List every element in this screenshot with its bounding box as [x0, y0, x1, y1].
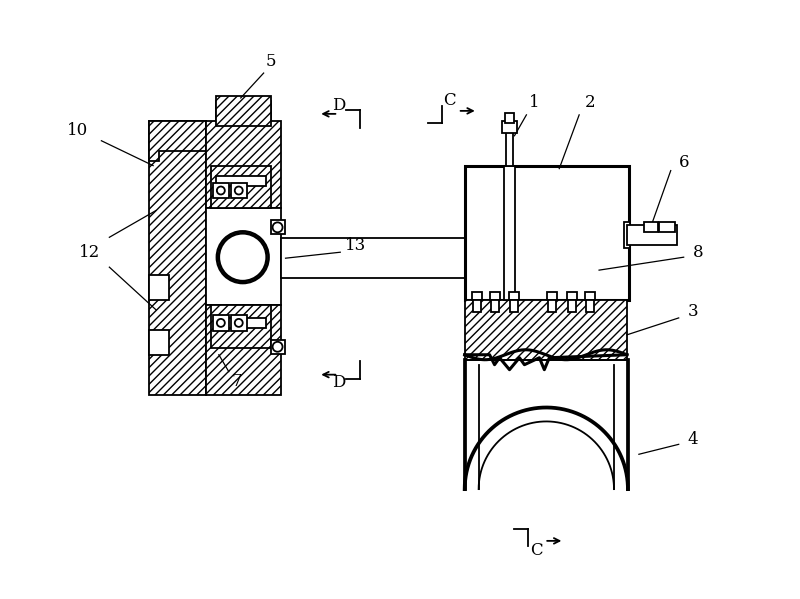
Bar	[216, 96, 270, 126]
Text: 3: 3	[687, 304, 698, 320]
Bar	[490, 300, 498, 312]
Bar	[658, 222, 674, 232]
Bar	[230, 315, 246, 331]
Bar	[510, 300, 518, 312]
Text: 8: 8	[694, 244, 704, 261]
Bar	[230, 183, 246, 198]
Text: 5: 5	[266, 53, 276, 69]
Text: C: C	[443, 92, 456, 110]
Bar	[567, 292, 577, 300]
Bar	[465, 166, 629, 300]
Polygon shape	[206, 305, 281, 395]
Circle shape	[273, 222, 282, 232]
Bar	[216, 318, 266, 328]
Bar	[213, 315, 229, 331]
Bar	[510, 292, 519, 300]
Bar	[149, 330, 169, 355]
Text: 10: 10	[67, 122, 88, 140]
Bar	[644, 222, 658, 232]
Bar	[502, 121, 518, 133]
Circle shape	[234, 186, 242, 195]
Polygon shape	[149, 121, 206, 161]
Text: 13: 13	[345, 237, 366, 254]
Text: 12: 12	[79, 244, 100, 261]
Polygon shape	[206, 121, 281, 208]
Bar	[216, 101, 270, 121]
Polygon shape	[149, 121, 206, 395]
Bar	[505, 113, 514, 123]
Bar	[473, 300, 481, 312]
Bar	[270, 340, 285, 354]
Bar	[211, 305, 270, 348]
Bar	[624, 222, 630, 248]
Bar	[548, 300, 556, 312]
Text: 6: 6	[678, 154, 689, 171]
Circle shape	[217, 186, 225, 195]
Bar	[627, 225, 677, 245]
Circle shape	[273, 342, 282, 352]
Bar	[568, 300, 576, 312]
Bar	[586, 300, 594, 312]
Bar	[465, 300, 627, 360]
Text: 1: 1	[529, 95, 540, 111]
Bar	[472, 292, 482, 300]
Circle shape	[217, 231, 269, 283]
Bar	[585, 292, 595, 300]
Bar	[506, 131, 514, 166]
Text: 7: 7	[231, 373, 242, 390]
Bar	[281, 238, 465, 278]
Circle shape	[234, 319, 242, 327]
Circle shape	[217, 319, 225, 327]
Text: D: D	[332, 374, 345, 391]
Text: 2: 2	[585, 95, 595, 111]
Circle shape	[219, 233, 266, 281]
Bar	[216, 176, 266, 186]
Bar	[211, 166, 270, 208]
Bar	[547, 292, 558, 300]
Bar	[213, 183, 229, 198]
Bar	[149, 275, 169, 300]
Text: D: D	[332, 98, 345, 114]
Bar	[270, 220, 285, 234]
Bar	[490, 292, 499, 300]
Text: 4: 4	[687, 431, 698, 448]
Polygon shape	[206, 208, 281, 305]
Text: C: C	[530, 542, 542, 559]
Bar	[503, 166, 515, 300]
